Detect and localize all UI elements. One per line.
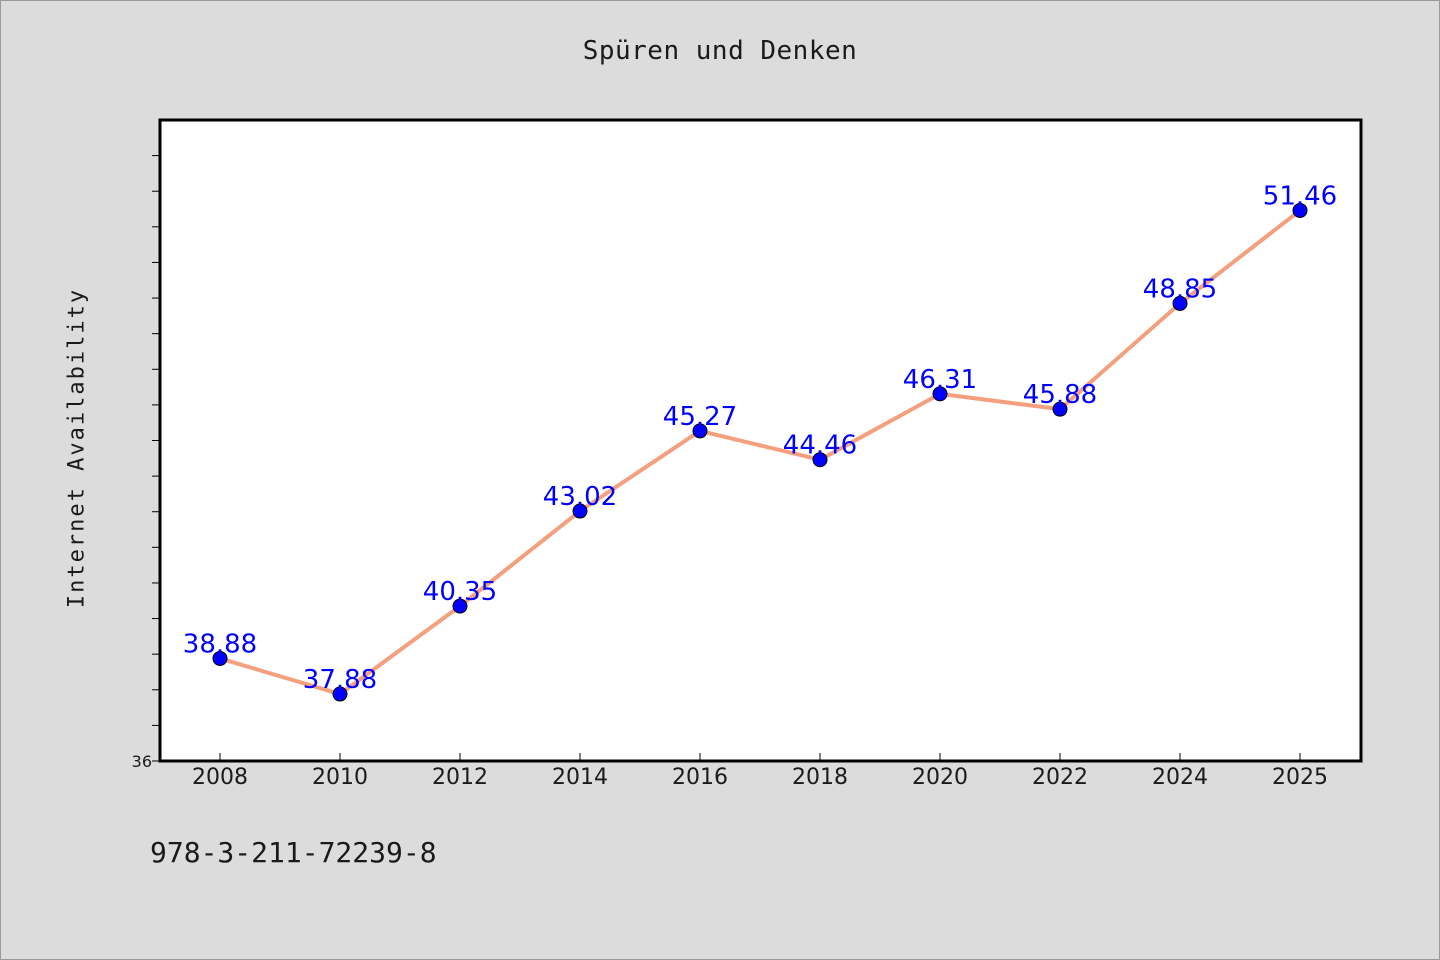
data-point (212, 650, 228, 666)
x-tick-label: 2014 (552, 765, 608, 790)
data-label: 45.27 (663, 402, 737, 432)
x-tick-label: 2022 (1032, 765, 1088, 790)
data-point (932, 386, 948, 402)
x-tick-label: 2024 (1152, 765, 1208, 790)
footnote-isbn: 978-3-211-72239-8 (150, 836, 437, 869)
x-tick-label: 2016 (672, 765, 728, 790)
x-tick-label: 2012 (432, 765, 488, 790)
data-label: 46.31 (903, 365, 977, 395)
data-point (1172, 295, 1188, 311)
data-point (572, 503, 588, 519)
x-tick-label: 2018 (792, 765, 848, 790)
chart-title: Spüren und Denken (582, 36, 858, 66)
data-label: 40.35 (423, 577, 497, 607)
data-label: 48.85 (1143, 274, 1217, 304)
x-tick-label: 2025 (1272, 765, 1328, 790)
series-layer (212, 202, 1308, 702)
plot-area (158, 118, 1363, 763)
data-label: 44.46 (783, 431, 857, 461)
data-point (692, 423, 708, 439)
x-axis-ticks: 2008 2010 2012 2014 2016 2018 2020 2022 2024 2025 (192, 753, 1328, 790)
x-tick-label: 2008 (192, 765, 248, 790)
data-label: 38.88 (183, 629, 257, 659)
data-labels: 38.88 37.88 40.35 43.02 45.27 44.46 46.31 45.88… (183, 181, 1337, 695)
data-point (452, 598, 468, 614)
y-tick-label: 36 (132, 752, 152, 771)
x-tick-label: 2010 (312, 765, 368, 790)
data-label: 51.46 (1263, 181, 1337, 211)
series-line (219, 208, 1302, 697)
data-point (332, 686, 348, 702)
data-point (812, 452, 828, 468)
data-label: 37.88 (303, 665, 377, 695)
data-label: 43.02 (543, 482, 617, 512)
data-point (1292, 202, 1308, 218)
data-label: 45.88 (1023, 380, 1097, 410)
y-axis-ticks: 36 (132, 155, 160, 771)
data-point (1052, 401, 1068, 417)
x-tick-label: 2020 (912, 765, 968, 790)
